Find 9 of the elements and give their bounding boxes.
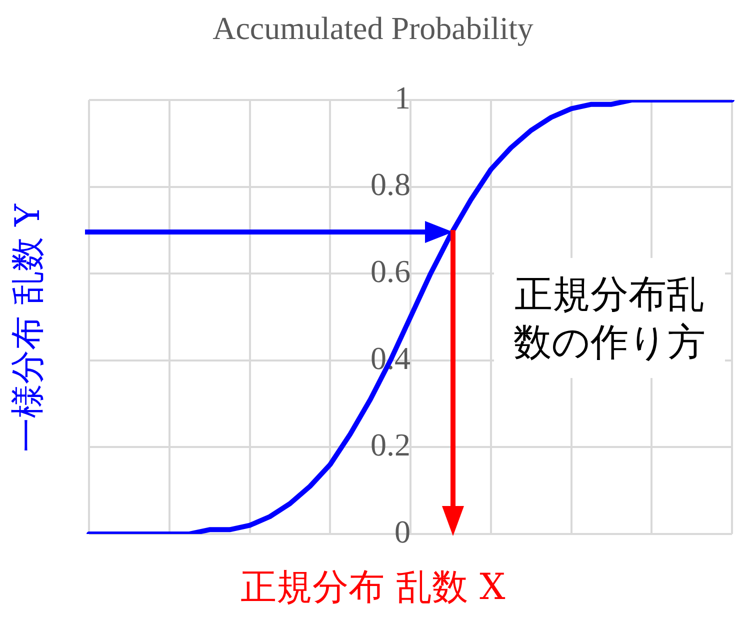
- y-tick-label: 0.2: [370, 426, 410, 463]
- y-tick-label: 0: [394, 513, 410, 550]
- y-axis-title: 一様分布 乱数 Y: [8, 202, 48, 454]
- chart-title: Accumulated Probability: [212, 10, 534, 47]
- y-tick-label: 0.6: [370, 253, 410, 290]
- annotation: 正規分布乱数の作り方: [494, 258, 725, 378]
- x-axis-title: 正規分布 乱数 X: [240, 566, 506, 610]
- y-tick-label: 1: [394, 79, 410, 116]
- y-tick-label: 0.8: [370, 166, 410, 202]
